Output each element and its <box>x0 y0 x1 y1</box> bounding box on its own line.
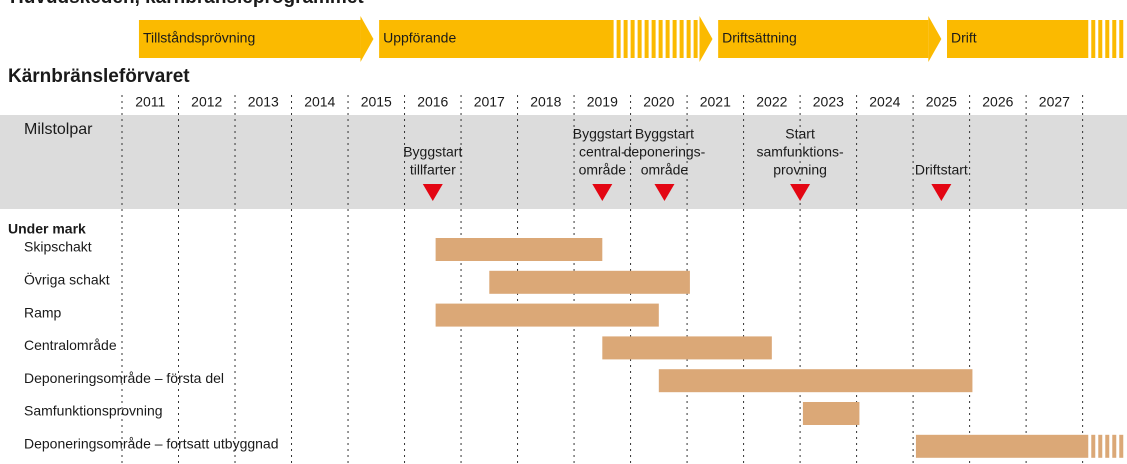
phase-fade <box>686 20 691 58</box>
task-bar <box>658 369 973 393</box>
milestone-label: Byggstart <box>635 126 694 142</box>
milestone-marker <box>931 184 952 201</box>
milestone-marker <box>790 184 811 201</box>
task-label: Övriga schakt <box>24 271 110 288</box>
milestone-label: område <box>579 162 627 178</box>
task-fade <box>1098 434 1103 458</box>
task-label: Deponeringsområde – fortsatt utbyggnad <box>24 436 279 452</box>
year-label: 2014 <box>304 94 335 110</box>
year-label: 2026 <box>982 94 1013 110</box>
year-label: 2016 <box>417 94 448 110</box>
task-fade <box>1091 434 1096 458</box>
year-label: 2027 <box>1039 94 1070 110</box>
task-bar <box>435 303 659 327</box>
phase-fade <box>658 20 663 58</box>
phase <box>379 20 614 58</box>
phase-label: Uppförande <box>383 30 456 46</box>
milestone-title: Milstolpar <box>24 121 93 138</box>
task-bar <box>802 402 860 425</box>
year-label: 2018 <box>530 94 561 110</box>
phase-fade <box>616 20 621 58</box>
phase-fade <box>637 20 642 58</box>
milestone-label: deponerings- <box>624 144 706 160</box>
task-fade <box>1105 434 1110 458</box>
subtitle: Kärnbränsleförvaret <box>8 66 190 87</box>
milestone-label: samfunktions- <box>757 144 844 160</box>
chart-title: Huvudskeden, kärnbränsleprogrammet <box>10 0 364 8</box>
milestone-label: Byggstart <box>573 126 632 142</box>
task-fade <box>1112 434 1117 458</box>
task-fade <box>1119 434 1124 458</box>
task-label: Skipschakt <box>24 239 92 255</box>
phase-label: Driftsättning <box>722 30 797 46</box>
phase-fade <box>665 20 670 58</box>
task-label: Samfunktionsprovning <box>24 403 163 419</box>
task-bar <box>915 434 1089 458</box>
year-label: 2011 <box>135 94 165 110</box>
task-bar <box>602 336 772 360</box>
phase <box>947 20 1089 58</box>
phase-fade <box>1091 20 1096 58</box>
year-label: 2012 <box>191 94 222 110</box>
year-label: 2022 <box>756 94 787 110</box>
milestone-marker <box>592 184 613 201</box>
milestone-label: central- <box>579 144 626 160</box>
phase-fade <box>623 20 628 58</box>
year-label: 2020 <box>643 94 674 110</box>
phase <box>718 20 929 58</box>
milestone-label: tillfarter <box>410 162 456 178</box>
phase-fade <box>679 20 684 58</box>
phase-fade <box>1119 20 1124 58</box>
year-label: 2021 <box>700 94 731 110</box>
milestone-marker <box>654 184 675 201</box>
phase-fade <box>672 20 677 58</box>
year-label: 2025 <box>926 94 957 110</box>
year-label: 2015 <box>361 94 392 110</box>
year-label: 2023 <box>813 94 844 110</box>
phase-label: Tillståndsprövning <box>143 30 255 46</box>
group-label: Under mark <box>8 221 86 237</box>
task-bar <box>435 238 603 261</box>
milestone-label: område <box>641 162 689 178</box>
phase-fade <box>651 20 656 58</box>
phase-fade <box>1112 20 1117 58</box>
phase-fade <box>1098 20 1103 58</box>
phase-fade <box>630 20 635 58</box>
year-label: 2024 <box>869 94 900 110</box>
milestone-label: Byggstart <box>403 144 462 160</box>
phase-arrow <box>360 16 374 62</box>
year-label: 2013 <box>248 94 279 110</box>
phase <box>138 20 361 58</box>
phase-fade <box>1105 20 1110 58</box>
phase-fade <box>693 20 698 58</box>
task-label: Deponeringsområde – första del <box>24 370 224 386</box>
phase-label: Drift <box>951 30 977 46</box>
phase-arrow <box>699 16 713 62</box>
milestone-label: Driftstart <box>915 162 968 178</box>
milestone-label: provning <box>773 162 827 178</box>
task-bar <box>489 270 690 294</box>
milestone-label: Start <box>785 126 815 142</box>
phase-fade <box>644 20 649 58</box>
year-label: 2019 <box>587 94 618 110</box>
year-label: 2017 <box>474 94 505 110</box>
task-label: Centralområde <box>24 337 117 353</box>
phase-arrow <box>928 16 942 62</box>
task-label: Ramp <box>24 304 62 320</box>
milestone-marker <box>422 184 443 201</box>
